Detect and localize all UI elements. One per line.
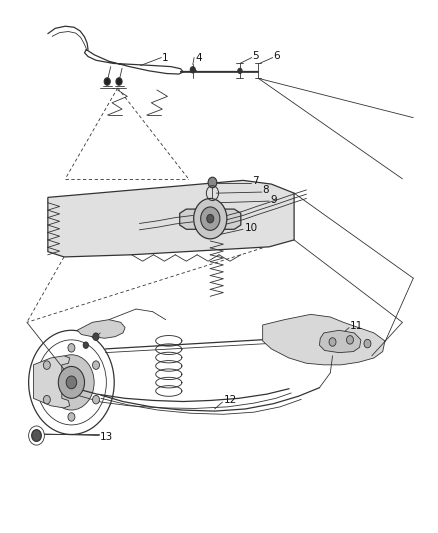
Polygon shape xyxy=(33,356,70,408)
Circle shape xyxy=(208,177,217,188)
Text: 8: 8 xyxy=(263,185,269,196)
Circle shape xyxy=(194,198,227,239)
Circle shape xyxy=(92,395,99,404)
Circle shape xyxy=(346,336,353,344)
Polygon shape xyxy=(263,314,385,365)
Circle shape xyxy=(207,214,214,223)
Circle shape xyxy=(92,361,99,369)
Circle shape xyxy=(104,78,110,85)
Text: 1: 1 xyxy=(162,53,169,62)
Circle shape xyxy=(58,367,85,398)
Text: 12: 12 xyxy=(223,395,237,406)
Text: 10: 10 xyxy=(244,223,258,233)
Circle shape xyxy=(49,355,94,410)
Circle shape xyxy=(43,361,50,369)
Circle shape xyxy=(329,338,336,346)
Circle shape xyxy=(43,395,50,404)
Circle shape xyxy=(190,67,195,73)
Circle shape xyxy=(116,78,122,85)
Circle shape xyxy=(238,68,242,74)
Text: 4: 4 xyxy=(195,53,201,62)
Text: 9: 9 xyxy=(270,195,277,205)
Circle shape xyxy=(66,376,77,389)
Circle shape xyxy=(201,207,220,230)
Polygon shape xyxy=(48,180,294,257)
Text: 7: 7 xyxy=(252,176,258,187)
Circle shape xyxy=(32,430,41,441)
Circle shape xyxy=(364,340,371,348)
Circle shape xyxy=(68,413,75,421)
Polygon shape xyxy=(319,330,361,353)
Circle shape xyxy=(68,344,75,352)
Text: 13: 13 xyxy=(100,432,113,442)
Polygon shape xyxy=(77,320,125,338)
Circle shape xyxy=(93,333,99,341)
Text: 6: 6 xyxy=(274,51,280,61)
Text: 11: 11 xyxy=(350,321,363,331)
Text: 5: 5 xyxy=(253,51,259,61)
Polygon shape xyxy=(180,209,241,229)
Circle shape xyxy=(83,342,88,349)
